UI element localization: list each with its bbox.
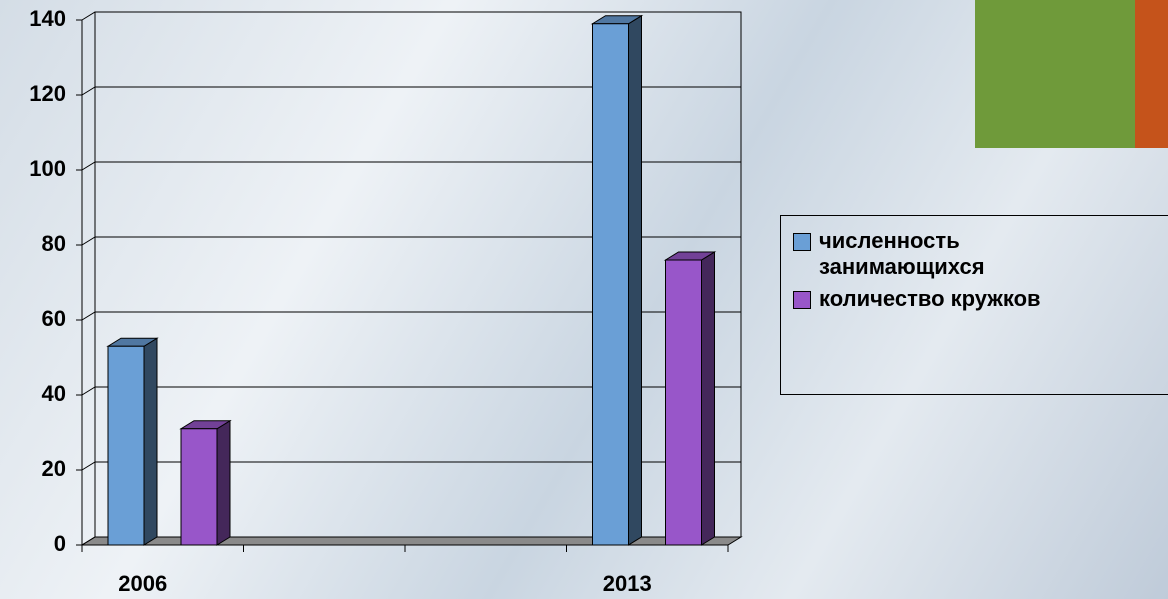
legend-label: количество кружков: [819, 286, 1041, 311]
grid-line: [81, 461, 741, 471]
legend-label: численность занимающихся: [819, 228, 985, 279]
legend-swatch: [793, 233, 811, 251]
y-tick-label: 120: [29, 81, 66, 106]
y-tick-label: 80: [42, 231, 66, 256]
grid-line: [81, 236, 741, 246]
bar: [665, 259, 702, 546]
grid-line: [81, 311, 741, 321]
y-tick-label: 40: [42, 381, 66, 406]
y-tick-label: 100: [29, 156, 66, 181]
bar: [180, 428, 218, 546]
legend-entry: количество кружков: [793, 286, 1093, 312]
grid-line: [81, 11, 741, 21]
legend-entry: численность занимающихся: [793, 228, 1093, 280]
bar-side: [628, 14, 642, 546]
x-tick-label: 2013: [603, 571, 652, 596]
bar-side: [143, 337, 158, 546]
bar-side: [216, 419, 231, 546]
legend: численность занимающихся количество кружк…: [780, 215, 1168, 395]
grid-line: [81, 536, 741, 546]
legend-swatch: [793, 291, 811, 309]
bar-side: [701, 251, 715, 546]
grid-line: [81, 386, 741, 396]
bar: [107, 345, 145, 546]
y-tick-label: 60: [42, 306, 66, 331]
y-tick-label: 20: [42, 456, 66, 481]
bar: [592, 23, 629, 546]
grid-line: [81, 86, 741, 96]
photo-figure: [1135, 0, 1168, 148]
x-tick-label: 2006: [118, 571, 167, 596]
y-tick-label: 140: [29, 6, 66, 31]
y-tick-label: 0: [54, 531, 66, 556]
grid-line: [81, 161, 741, 171]
